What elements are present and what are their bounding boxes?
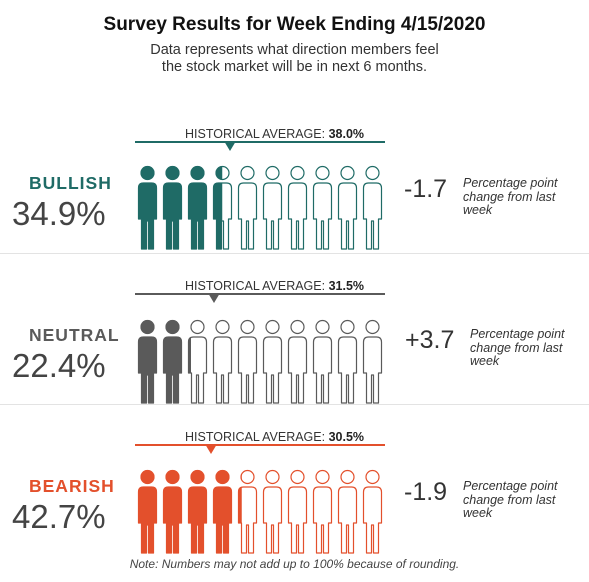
person-icon xyxy=(362,165,383,250)
bearish-percent: 42.7% xyxy=(12,498,106,535)
person-icon xyxy=(237,165,258,250)
neutral-label: NEUTRAL xyxy=(29,325,120,345)
bearish-historical-line xyxy=(135,444,385,446)
bearish-pictograph xyxy=(137,469,383,554)
bearish-historical-label: HISTORICAL AVERAGE: 30.5% xyxy=(185,430,365,444)
person-icon xyxy=(137,319,158,404)
section-divider xyxy=(0,404,589,405)
neutral-percent: 22.4% xyxy=(12,347,106,384)
person-icon xyxy=(262,165,283,250)
person-icon xyxy=(362,319,383,404)
person-icon xyxy=(237,319,258,404)
person-icon xyxy=(162,319,183,404)
person-icon xyxy=(362,469,383,554)
bullish-historical-line xyxy=(135,141,385,143)
person-icon xyxy=(187,469,208,554)
person-icon xyxy=(337,469,358,554)
section-divider xyxy=(0,253,589,254)
bullish-percent: 34.9% xyxy=(12,195,106,232)
bullish-change: -1.7 xyxy=(404,175,448,203)
footnote: Note: Numbers may not add up to 100% bec… xyxy=(129,557,460,571)
neutral-section: HISTORICAL AVERAGE: 31.5% NEUTRAL 22.4% … xyxy=(0,279,589,431)
bearish-label: BEARISH xyxy=(29,476,115,496)
person-icon xyxy=(187,319,208,404)
chart-title: Survey Results for Week Ending 4/15/2020 xyxy=(103,14,486,35)
person-icon xyxy=(262,469,283,554)
person-icon xyxy=(312,319,333,404)
person-icon xyxy=(312,165,333,250)
bullish-label: BULLISH xyxy=(29,173,112,193)
person-icon xyxy=(312,469,333,554)
person-icon xyxy=(212,469,233,554)
person-icon xyxy=(287,319,308,404)
person-icon xyxy=(137,165,158,250)
bullish-pictograph xyxy=(137,165,383,250)
person-icon xyxy=(262,319,283,404)
bearish-change-note: Percentage point change from last week xyxy=(463,479,558,520)
person-icon xyxy=(287,165,308,250)
person-icon xyxy=(162,165,183,250)
bullish-change-note: Percentage point change from last week xyxy=(463,176,558,217)
person-icon xyxy=(237,469,258,554)
person-icon xyxy=(287,469,308,554)
neutral-change: +3.7 xyxy=(405,326,455,354)
neutral-pictograph xyxy=(137,319,383,404)
person-icon xyxy=(337,165,358,250)
neutral-historical-label: HISTORICAL AVERAGE: 31.5% xyxy=(185,279,365,293)
bullish-historical-label: HISTORICAL AVERAGE: 38.0% xyxy=(185,127,365,141)
neutral-historical-marker xyxy=(207,293,220,303)
bullish-section: HISTORICAL AVERAGE: 38.0% BULLISH 34.9% … xyxy=(0,127,589,279)
bullish-historical-marker xyxy=(224,141,236,151)
bearish-change: -1.9 xyxy=(404,478,448,506)
person-icon xyxy=(337,319,358,404)
person-icon xyxy=(137,469,158,554)
person-icon xyxy=(162,469,183,554)
neutral-historical-line xyxy=(135,293,385,295)
person-icon xyxy=(212,319,233,404)
neutral-change-note: Percentage point change from last week xyxy=(470,327,565,368)
bearish-section: HISTORICAL AVERAGE: 30.5% BEARISH 42.7% … xyxy=(0,430,589,582)
chart-subtitle: Data represents what direction members f… xyxy=(150,42,439,75)
person-icon xyxy=(187,165,208,250)
bearish-historical-marker xyxy=(205,444,218,454)
person-icon xyxy=(212,165,233,250)
